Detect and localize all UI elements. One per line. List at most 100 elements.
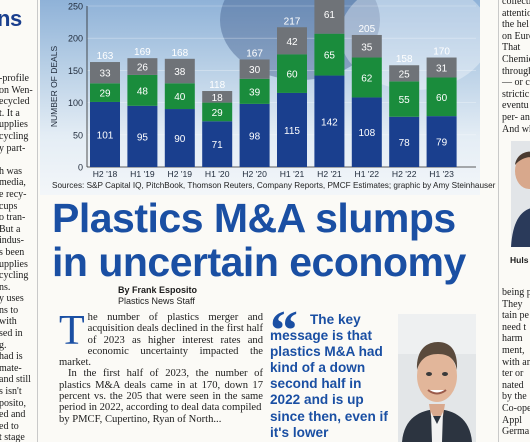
bar-segment xyxy=(127,74,158,106)
bar-segment xyxy=(426,57,457,78)
chart-svg: 0 50 100 150 200 250 NUMBER OF DEALS 101 29 33 163… xyxy=(49,0,476,179)
left-column-line: t stage xyxy=(0,432,25,442)
bar-segment xyxy=(351,57,382,98)
bar-value-label: 31 xyxy=(436,64,448,75)
left-column-line: with xyxy=(0,316,17,328)
left-column-line: g. xyxy=(0,339,7,351)
left-column-line: -profile xyxy=(0,73,29,84)
y-tick-label: 150 xyxy=(68,66,83,76)
bar-segment xyxy=(314,0,345,34)
left-column-line: y part- xyxy=(0,142,26,154)
left-column-line: ns to xyxy=(0,304,19,316)
bar-segment xyxy=(164,58,195,84)
left-headline-fragment: ns xyxy=(0,6,22,31)
right-column-line: — or c xyxy=(502,77,530,89)
bar-segment xyxy=(277,92,307,167)
x-tick-label: H2 '22 xyxy=(392,169,417,179)
bar-segment xyxy=(202,102,233,122)
bar-segment xyxy=(164,109,195,167)
bar-value-label: 79 xyxy=(436,138,448,149)
bar-value-label: 33 xyxy=(99,69,111,80)
right-column-line: nated xyxy=(502,379,524,391)
bar-total-label: 163 xyxy=(97,51,114,62)
left-column-line: upplies xyxy=(0,119,28,131)
left-column-line: h was xyxy=(0,165,23,177)
bar-segment xyxy=(127,105,158,167)
bar-total-label: 217 xyxy=(284,16,301,27)
bar-value-label: 55 xyxy=(399,95,411,106)
y-tick-label: 0 xyxy=(78,163,83,173)
right-column-line: Appl xyxy=(502,414,522,426)
bar-total-label: 168 xyxy=(171,48,188,59)
bar-total-label: 118 xyxy=(209,80,225,91)
left-column-line: t. It a xyxy=(0,107,20,119)
bar-total-label: 158 xyxy=(396,54,413,65)
quote-mark-icon: “ xyxy=(270,300,298,362)
left-column-line xyxy=(0,154,36,166)
bar-segment xyxy=(426,116,457,167)
bar-segment xyxy=(127,58,158,75)
bar-segment xyxy=(426,77,457,117)
right-column-line: And wh xyxy=(502,123,530,135)
drop-cap: T xyxy=(59,308,85,354)
byline-role: Plastics News Staff xyxy=(118,296,195,306)
right-column-line: ter or xyxy=(502,368,524,380)
left-column-line: s been xyxy=(0,246,25,258)
right-column-line: ment, xyxy=(502,344,525,356)
right-column-line: need t xyxy=(502,321,527,333)
left-column-line: media, xyxy=(0,177,26,189)
bar-value-label: 108 xyxy=(358,128,375,139)
bar-value-label: 71 xyxy=(212,140,224,151)
bar-value-label: 90 xyxy=(174,134,186,145)
bar-value-label: 35 xyxy=(361,42,373,53)
x-tick-label: H2 '20 xyxy=(242,169,267,179)
bar-value-label: 60 xyxy=(436,93,448,104)
bar-value-label: 78 xyxy=(399,138,411,149)
x-tick-label: H1 '20 xyxy=(205,169,230,179)
left-column-line: and still xyxy=(0,374,31,386)
bar-value-label: 42 xyxy=(286,37,298,48)
bar-value-label: 95 xyxy=(137,132,149,143)
left-column-line: s isn't xyxy=(0,386,22,398)
left-column-line: e recy- xyxy=(0,188,27,200)
left-column-line: cups xyxy=(0,200,18,212)
right-column-line: on Euro xyxy=(502,30,530,42)
body-paragraph-2: In the first half of 2023, the number of… xyxy=(59,368,263,414)
x-tick-label: H1 '21 xyxy=(280,169,305,179)
column-divider xyxy=(37,0,38,442)
headline-line-1: Plastics M&A slumps xyxy=(52,195,456,241)
bar-segment xyxy=(389,116,420,167)
bar-segment xyxy=(164,83,195,110)
right-column-line: strictic xyxy=(502,88,530,100)
right-photo-caption: Huls xyxy=(510,255,529,265)
right-column-line: by the xyxy=(502,391,527,403)
bar-value-label: 61 xyxy=(324,10,336,21)
bar-segment xyxy=(277,27,307,55)
bar-value-label: 26 xyxy=(137,63,149,74)
right-column-line: That xyxy=(502,42,521,54)
headline-line-2: in uncertain economy xyxy=(52,239,466,285)
bar-value-label: 29 xyxy=(212,108,224,119)
left-column-line: cycling xyxy=(0,130,29,142)
bar-segment xyxy=(90,101,120,167)
bar-segment xyxy=(202,121,233,167)
deals-chart: 0 50 100 150 200 250 NUMBER OF DEALS 101 29 33 163… xyxy=(40,0,480,195)
x-tick-label: H1 '22 xyxy=(355,169,380,179)
left-column-line: mate- xyxy=(0,362,22,374)
column-divider-right xyxy=(498,0,499,442)
body-paragraph-3: by PMCF, Cupertino, Ryan of North... xyxy=(59,413,222,425)
bar-value-label: 39 xyxy=(249,87,261,98)
x-tick-label: H2 '18 xyxy=(93,169,118,179)
left-column-line: y uses xyxy=(0,293,24,305)
chart-source-line: Sources: S&P Capital IQ, PitchBook, Thom… xyxy=(52,181,496,190)
bar-value-label: 40 xyxy=(174,92,186,103)
bar-value-label: 115 xyxy=(284,126,300,137)
bar-value-label: 29 xyxy=(99,89,111,100)
x-tick-label: H1 '23 xyxy=(429,169,454,179)
left-column-line: upplies xyxy=(0,258,28,270)
right-column-line: tain pe xyxy=(502,310,529,322)
y-tick-label: 250 xyxy=(68,2,83,12)
bar-segment xyxy=(389,81,420,117)
left-column-line: ed and xyxy=(0,409,26,421)
